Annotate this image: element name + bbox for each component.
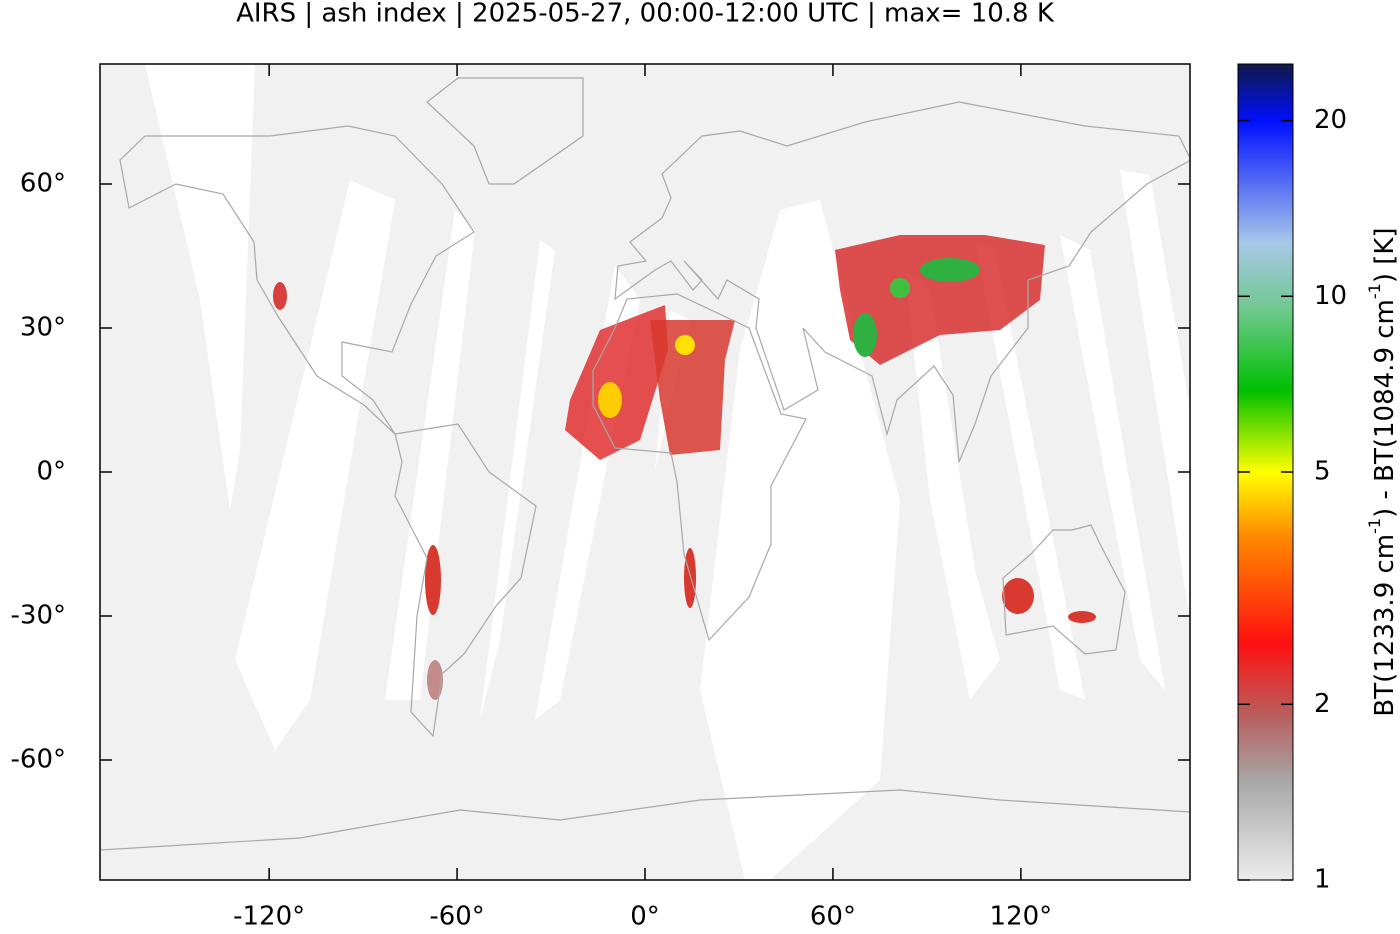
x-tick-label: 60°	[810, 902, 856, 931]
colorbar-label-part: -1	[1365, 283, 1384, 299]
swath	[700, 200, 900, 880]
x-tick-label: -120°	[233, 902, 305, 931]
x-tick-label: 0°	[630, 902, 660, 931]
ash-region	[684, 548, 696, 608]
swath	[905, 270, 1000, 700]
ash-region	[427, 660, 443, 700]
colorbar-tick-label: 20	[1314, 105, 1347, 135]
coastline	[119, 125, 475, 435]
ash-region	[675, 335, 695, 355]
swath	[235, 180, 395, 750]
swath	[975, 240, 1085, 700]
ash-region	[853, 313, 877, 357]
ash-regions	[273, 235, 1096, 700]
colorbar-label-part: BT(1233.9 cm	[1370, 534, 1400, 717]
ash-region	[650, 320, 735, 455]
swaths	[145, 64, 1190, 880]
colorbar-tick-label: 10	[1314, 281, 1347, 311]
coastline	[592, 293, 807, 642]
y-tick-label: -30°	[11, 601, 66, 631]
swath	[385, 210, 475, 700]
coastline	[100, 789, 1190, 851]
colorbar-label-part: ) [K]	[1370, 227, 1400, 283]
coastlines	[100, 77, 1190, 851]
coastline	[394, 423, 537, 738]
colorbar-tick-label: 5	[1314, 457, 1331, 487]
y-tick-label: 60°	[20, 169, 66, 199]
coastline	[1002, 524, 1126, 655]
swath	[1060, 235, 1165, 690]
swath	[1120, 170, 1190, 620]
y-tick-label: -60°	[11, 745, 66, 775]
chart-title: AIRS | ash index | 2025-05-27, 00:00-12:…	[236, 0, 1055, 29]
ash-region	[425, 545, 441, 615]
colorbar-tick-label: 1	[1314, 865, 1331, 895]
colorbar-label-part: -1	[1365, 518, 1384, 534]
ash-region	[598, 382, 622, 418]
ash-region	[1068, 611, 1096, 623]
coastline	[614, 101, 1190, 463]
ash-region	[273, 282, 287, 310]
x-tick-label: -60°	[429, 902, 484, 931]
y-tick-label: 0°	[36, 457, 66, 487]
ash-region	[565, 305, 668, 460]
coastline	[426, 77, 584, 185]
ash-region	[1002, 578, 1034, 614]
colorbar-label-part: ) - BT(1084.9 cm	[1370, 299, 1400, 518]
y-tick-label: 30°	[20, 313, 66, 343]
swath	[480, 240, 555, 720]
ash-region	[920, 258, 980, 282]
swath	[145, 64, 255, 510]
colorbar-tick-label: 2	[1314, 689, 1331, 719]
x-tick-label: 120°	[990, 902, 1053, 931]
colorbar-label: BT(1233.9 cm-1) - BT(1084.9 cm-1) [K]	[1365, 227, 1400, 716]
ash-region	[835, 235, 1045, 365]
ash-region	[890, 278, 910, 298]
map	[100, 64, 1190, 880]
